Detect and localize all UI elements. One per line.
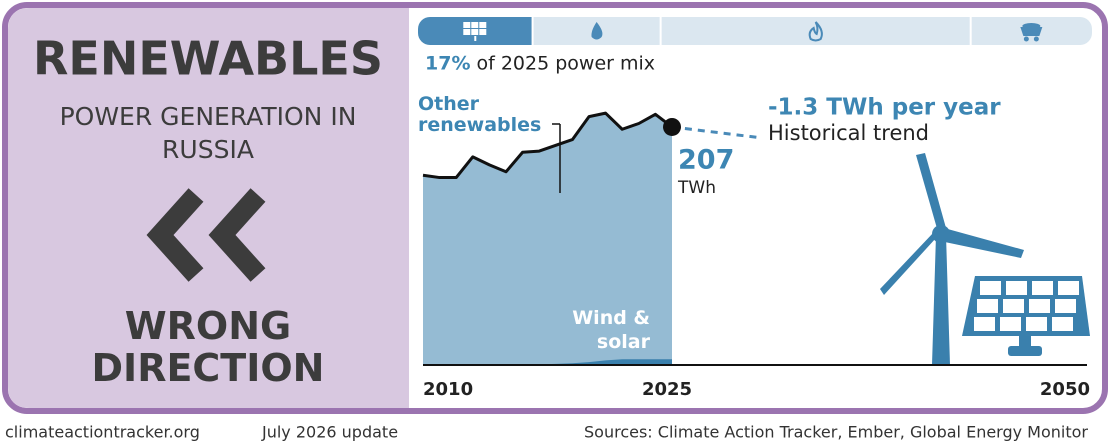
- area: [423, 359, 672, 365]
- coal: [1022, 23, 1041, 29]
- footer-date: July 2026 update: [261, 423, 398, 442]
- mix-share-label: 17%: [425, 53, 470, 75]
- solar-cell: [1003, 299, 1024, 313]
- solar-cell: [1029, 299, 1050, 313]
- x-tick-label: 2010: [423, 379, 473, 400]
- gas-icon: [808, 21, 823, 42]
- solar-cell: [1052, 317, 1073, 331]
- trend-caption: Historical trend: [768, 121, 929, 145]
- solar-cell: [977, 299, 998, 313]
- solar-cell: [1006, 281, 1027, 295]
- chevron: [208, 188, 266, 282]
- series-label: Other renewables: [418, 93, 542, 136]
- turbine-icon: [880, 153, 1024, 365]
- cell: [463, 22, 471, 28]
- left-panel: [8, 8, 409, 408]
- total-line: [422, 111, 673, 180]
- cell: [479, 22, 487, 28]
- mix-caption: of 2025 power mix: [476, 53, 655, 75]
- solar-cell: [1000, 317, 1021, 331]
- x-tick-label: 2050: [1040, 379, 1090, 400]
- title: RENEWABLES: [33, 32, 383, 86]
- solar-cell: [980, 281, 1001, 295]
- coal-icon: [1020, 23, 1043, 42]
- subtitle: POWER GENERATION IN RUSSIA: [59, 102, 357, 164]
- wheel: [1033, 36, 1039, 42]
- wheel: [1023, 36, 1029, 42]
- end-point: [663, 117, 681, 136]
- solar-cell: [974, 317, 995, 331]
- solar-cell: [1026, 317, 1047, 331]
- cart: [1020, 27, 1043, 36]
- verdict: WRONG DIRECTION: [91, 304, 325, 390]
- solar-cell: [1058, 281, 1079, 295]
- hydro-icon: [591, 22, 603, 40]
- footer-site: climateactiontracker.org: [5, 423, 200, 442]
- chevron: [146, 188, 204, 282]
- solar-mini-icon: [463, 22, 487, 41]
- cell: [479, 29, 487, 35]
- footer-sources: Sources: Climate Action Tracker, Ember, …: [584, 423, 1088, 442]
- solar-cell: [1032, 281, 1053, 295]
- cell: [463, 29, 471, 35]
- x-tick-label: 2025: [642, 379, 692, 400]
- solar-cell: [1055, 299, 1076, 313]
- trend-label: -1.3 TWh per year: [768, 95, 1001, 121]
- end-value: 207: [678, 144, 734, 175]
- trend-line: [671, 125, 763, 140]
- unit: TWh: [677, 178, 716, 198]
- stand: [474, 36, 477, 41]
- cell: [471, 22, 479, 28]
- series-label: Wind & solar: [572, 307, 650, 353]
- area: [423, 113, 672, 366]
- cell: [471, 29, 479, 35]
